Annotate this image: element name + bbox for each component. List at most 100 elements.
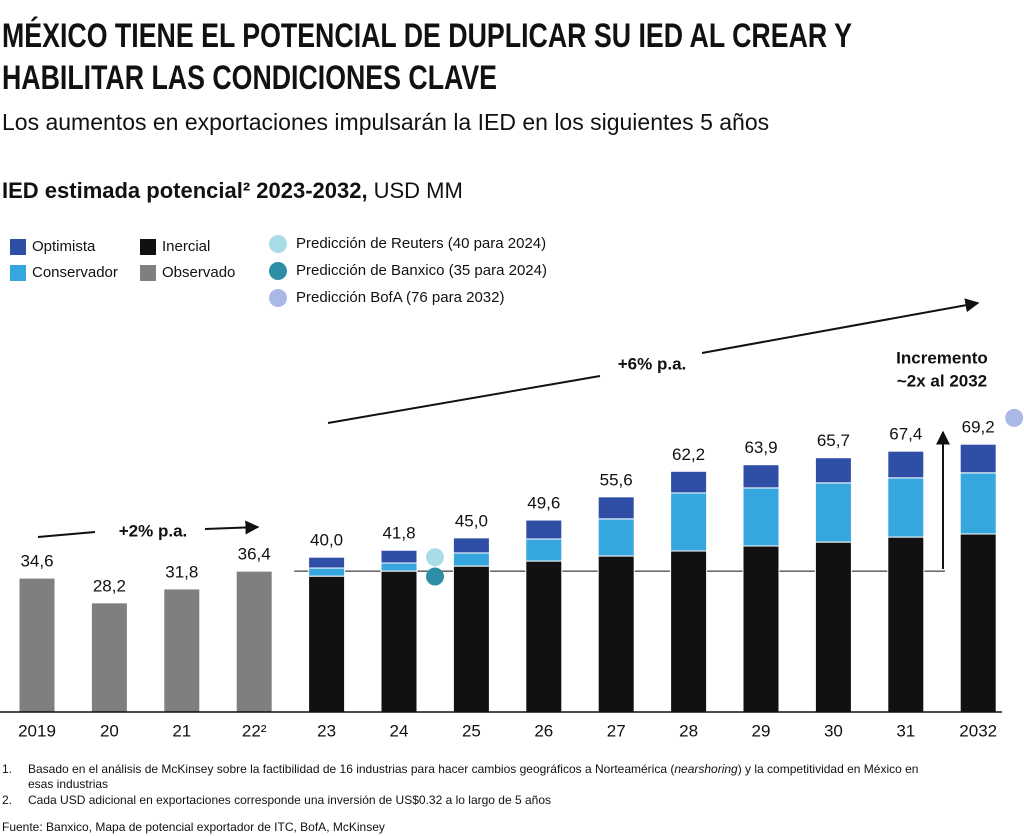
value-label: 36,4 bbox=[238, 545, 271, 564]
legend-swatch bbox=[140, 239, 156, 255]
bar-segment bbox=[597, 496, 635, 520]
bar-segment bbox=[742, 545, 780, 713]
x-tick-label: 28 bbox=[679, 721, 698, 740]
bar-segment bbox=[163, 588, 201, 713]
legend-swatch bbox=[10, 239, 26, 255]
legend-label: Conservador bbox=[32, 264, 118, 281]
trend-line bbox=[37, 531, 96, 538]
bar-segment bbox=[452, 565, 490, 713]
trend-arrow bbox=[204, 520, 260, 535]
source: Fuente: Banxico, Mapa de potencial expor… bbox=[2, 820, 385, 834]
x-tick-label: 25 bbox=[462, 721, 481, 740]
annotation: +6% p.a. bbox=[618, 354, 687, 373]
legend-label: Optimista bbox=[32, 238, 96, 255]
x-tick-label: 23 bbox=[317, 721, 336, 740]
bar-segment bbox=[380, 562, 418, 572]
value-label: 40,0 bbox=[310, 531, 343, 550]
title-line: MÉXICO TIENE EL POTENCIAL DE DUPLICAR SU… bbox=[2, 17, 852, 55]
x-tick-label: 27 bbox=[607, 721, 626, 740]
trend-arrow bbox=[701, 298, 980, 354]
note-number: 1. bbox=[2, 762, 12, 776]
annotation: ~2x al 2032 bbox=[897, 371, 987, 390]
x-tick-label: 22² bbox=[242, 721, 267, 740]
bar-segment bbox=[887, 536, 925, 713]
legend-dot bbox=[269, 235, 287, 253]
bar-segment bbox=[452, 552, 490, 567]
x-tick-label: 30 bbox=[824, 721, 843, 740]
bar-segment bbox=[308, 567, 346, 577]
x-tick-label: 26 bbox=[534, 721, 553, 740]
note-text: Cada USD adicional en exportaciones corr… bbox=[28, 793, 551, 807]
note: Basado en el análisis de McKinsey sobre … bbox=[28, 762, 918, 776]
bar-segment bbox=[597, 518, 635, 557]
note-text: esas industrias bbox=[28, 777, 108, 791]
bar-segment bbox=[887, 450, 925, 479]
legend-label: Inercial bbox=[162, 238, 210, 255]
chart-unit: USD MM bbox=[374, 178, 463, 203]
value-label: 62,2 bbox=[672, 445, 705, 464]
bar-segment bbox=[525, 519, 563, 540]
value-label: 41,8 bbox=[382, 524, 415, 543]
legend-label: Observado bbox=[162, 264, 235, 281]
x-tick-label: 31 bbox=[896, 721, 915, 740]
bar-segment bbox=[959, 472, 997, 535]
annotation: +2% p.a. bbox=[119, 521, 188, 540]
value-label: 65,7 bbox=[817, 431, 850, 450]
bar-segment bbox=[235, 570, 273, 713]
chart-title: IED estimada potencial² 2023-2032, bbox=[2, 178, 368, 203]
bar-segment bbox=[670, 470, 708, 494]
legend-swatch bbox=[140, 265, 156, 281]
bar-segment bbox=[959, 443, 997, 474]
bar-segment bbox=[380, 570, 418, 713]
legend-dot bbox=[269, 289, 287, 307]
trend-line bbox=[327, 375, 601, 424]
value-label: 55,6 bbox=[600, 470, 633, 489]
prediction-dot bbox=[1005, 408, 1024, 427]
subtitle: Los aumentos en exportaciones impulsarán… bbox=[2, 109, 769, 135]
prediction-dot bbox=[426, 567, 444, 586]
bar-segment bbox=[814, 457, 852, 484]
bar-segment bbox=[452, 537, 490, 554]
value-label: 34,6 bbox=[20, 552, 53, 571]
bar-segment bbox=[380, 549, 418, 564]
x-tick-label: 21 bbox=[172, 721, 191, 740]
note-number: 2. bbox=[2, 793, 12, 807]
value-label: 45,0 bbox=[455, 511, 488, 530]
bar-segment bbox=[90, 602, 128, 713]
bar-segment bbox=[308, 575, 346, 713]
legend-swatch bbox=[10, 265, 26, 281]
value-label: 49,6 bbox=[527, 494, 560, 513]
note-text: ) y la competitividad en México en bbox=[738, 762, 919, 776]
bar-segment bbox=[814, 482, 852, 543]
note-text: Basado en el análisis de McKinsey sobre … bbox=[28, 762, 674, 776]
bar-segment bbox=[742, 487, 780, 547]
legend-dot bbox=[269, 262, 287, 280]
bar-segment bbox=[959, 533, 997, 713]
note-text: nearshoring bbox=[674, 762, 738, 776]
value-label: 31,8 bbox=[165, 562, 198, 581]
chart-heading: IED estimada potencial² 2023-2032, USD MM bbox=[2, 178, 463, 203]
legend-label: Predicción de Banxico (35 para 2024) bbox=[296, 262, 547, 279]
x-tick-label: 24 bbox=[390, 721, 409, 740]
x-tick-label: 29 bbox=[752, 721, 771, 740]
bar-segment bbox=[525, 538, 563, 562]
annotation: Incremento bbox=[896, 348, 988, 367]
value-label: 69,2 bbox=[962, 418, 995, 437]
bar-segment bbox=[742, 464, 780, 489]
bar-segment bbox=[814, 541, 852, 713]
bar-segment bbox=[308, 556, 346, 569]
value-label: 67,4 bbox=[889, 425, 922, 444]
value-label: 63,9 bbox=[744, 438, 777, 457]
x-tick-label: 2019 bbox=[18, 721, 56, 740]
bar-segment bbox=[887, 477, 925, 538]
bar-segment bbox=[525, 560, 563, 713]
bar-segment bbox=[670, 492, 708, 552]
legend-label: Predicción de Reuters (40 para 2024) bbox=[296, 235, 546, 252]
value-label: 28,2 bbox=[93, 576, 126, 595]
x-tick-label: 2032 bbox=[959, 721, 997, 740]
bar-segment bbox=[597, 555, 635, 713]
legend-label: Predicción BofA (76 para 2032) bbox=[296, 289, 504, 306]
x-tick-label: 20 bbox=[100, 721, 119, 740]
title-line: HABILITAR LAS CONDICIONES CLAVE bbox=[2, 59, 497, 97]
